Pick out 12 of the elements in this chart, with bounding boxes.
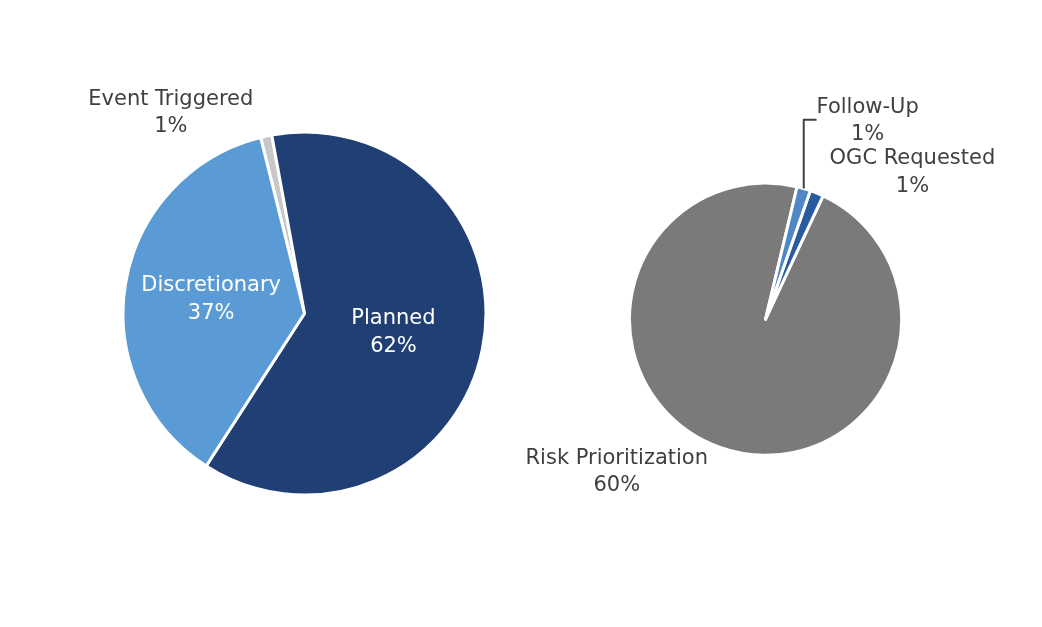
slice-label: Planned bbox=[351, 305, 436, 330]
slice-label: Risk Prioritization bbox=[525, 444, 708, 469]
data-label: 37% bbox=[187, 299, 235, 324]
data-label: 62% bbox=[370, 332, 417, 357]
slice-label: OGC Requested bbox=[829, 145, 996, 170]
data-label: 60% bbox=[593, 472, 641, 497]
data-label: 1% bbox=[850, 121, 885, 146]
slice-label: Event Triggered bbox=[88, 86, 254, 110]
data-label: 1% bbox=[895, 172, 930, 197]
slice-label: Follow-Up bbox=[816, 94, 919, 119]
slice-label: Discretionary bbox=[141, 272, 282, 297]
data-label: 1% bbox=[154, 113, 188, 138]
